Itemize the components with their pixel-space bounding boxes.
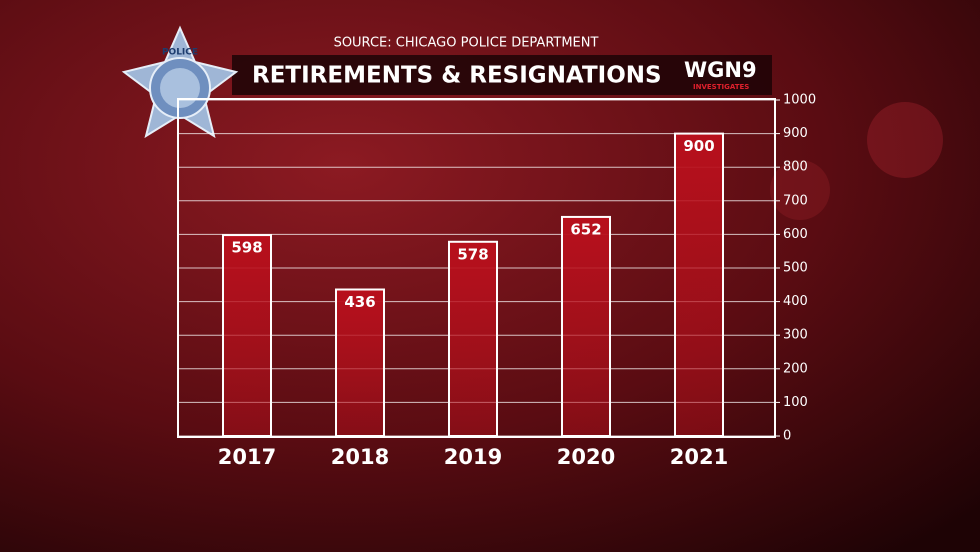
bokeh — [770, 160, 830, 220]
x-tick-label: 2017 — [218, 445, 276, 469]
y-tick-label: 0 — [783, 429, 791, 444]
x-tick-label: 2019 — [444, 445, 502, 469]
value-label: 578 — [457, 245, 488, 263]
bar — [674, 132, 724, 437]
x-tick-label: 2020 — [557, 445, 615, 469]
value-label: 436 — [344, 293, 375, 311]
y-tick-label: 500 — [783, 261, 808, 276]
bar — [561, 215, 611, 437]
x-tick-label: 2021 — [670, 445, 728, 469]
logo: WGN9 — [684, 58, 757, 82]
chart-title: RETIREMENTS & RESIGNATIONS — [252, 63, 662, 89]
y-tick-label: 900 — [783, 126, 808, 141]
badge-center — [160, 68, 200, 108]
logo-tagline: INVESTIGATES — [693, 83, 749, 91]
y-tick-label: 200 — [783, 361, 808, 376]
bar — [448, 240, 498, 437]
bokeh — [867, 102, 943, 178]
bar — [335, 288, 385, 437]
value-label: 900 — [683, 137, 714, 155]
x-tick-label: 2018 — [331, 445, 389, 469]
title-banner — [232, 55, 772, 95]
y-tick-label: 800 — [783, 160, 808, 175]
value-label: 598 — [231, 239, 262, 257]
y-tick-label: 600 — [783, 227, 808, 242]
badge-text: POLICE — [162, 48, 198, 58]
y-tick-label: 1000 — [783, 93, 816, 108]
bar — [222, 234, 272, 437]
y-tick-label: 400 — [783, 294, 808, 309]
value-label: 652 — [570, 220, 601, 238]
y-tick-label: 300 — [783, 328, 808, 343]
chart-subtitle: SOURCE: CHICAGO POLICE DEPARTMENT — [334, 36, 599, 51]
y-tick-label: 700 — [783, 193, 808, 208]
y-tick-label: 100 — [783, 395, 808, 410]
